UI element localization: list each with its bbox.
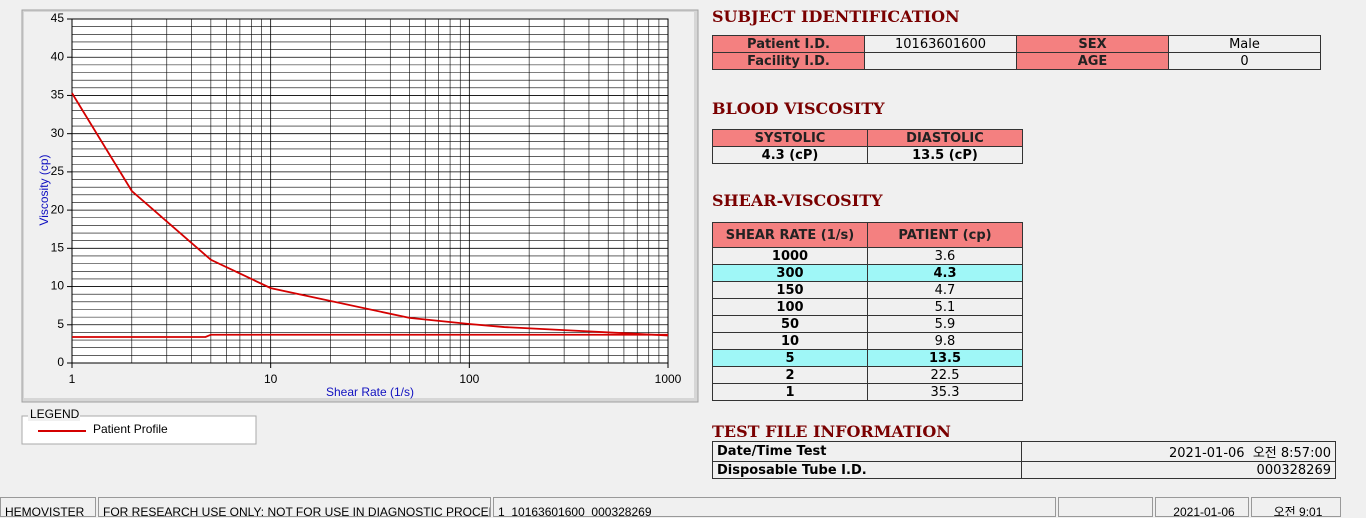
y-tick-label: 45 <box>51 11 65 25</box>
value-cell: 4.3 <box>867 264 1023 282</box>
value-cell: 4.7 <box>867 281 1023 299</box>
chart: LEGEND 0 5 10 15 20 25 30 35 40 45 1 10 100 1000 Shear… <box>21 9 699 445</box>
value-cell: 35.3 <box>867 383 1023 401</box>
rate-cell: 50 <box>712 315 868 333</box>
section-title: SUBJECT IDENTIFICATION <box>712 7 960 26</box>
value: 13.5 (cP) <box>867 146 1023 164</box>
legend-label: Patient Profile <box>93 422 168 436</box>
data-line <box>71 92 669 337</box>
x-tick-label: 10 <box>264 372 278 386</box>
status-cell: 1 10163601600 000328269 <box>493 497 1056 517</box>
table-row: 1000 3.6 <box>712 247 1023 265</box>
subject-table: Patient I.D. 10163601600 SEX Male Facility … <box>712 35 1321 70</box>
table-row: 1 35.3 <box>712 383 1023 401</box>
section-title: TEST FILE INFORMATION <box>712 422 951 441</box>
rate-cell: 1000 <box>712 247 868 265</box>
value: Male <box>1168 35 1321 53</box>
value: 10163601600 <box>864 35 1017 53</box>
rate-cell: 10 <box>712 332 868 350</box>
plot-border <box>71 18 669 364</box>
table-row: 5 13.5 <box>712 349 1023 367</box>
header: SHEAR RATE (1/s) <box>712 222 868 248</box>
plot-area <box>72 19 668 363</box>
y-tick-label: 20 <box>51 202 65 216</box>
table-row: 2 22.5 <box>712 366 1023 384</box>
y-tick-label: 35 <box>51 88 65 102</box>
x-tick-label: 100 <box>459 372 479 386</box>
legend-title: LEGEND <box>30 407 80 421</box>
label: Patient I.D. <box>712 35 865 53</box>
value: 000328269 <box>1021 461 1336 479</box>
legend-title-bg <box>28 409 80 421</box>
value-cell: 9.8 <box>867 332 1023 350</box>
header: PATIENT (cp) <box>867 222 1023 248</box>
label: AGE <box>1016 52 1169 70</box>
y-tick-label: 5 <box>57 317 64 331</box>
test-file-table: Date/Time Test 2021-01-06 오전 8:57:00 Disp… <box>712 441 1336 479</box>
y-tick-label: 25 <box>51 164 65 178</box>
rate-cell: 150 <box>712 281 868 299</box>
status-cell: 2021-01-06 <box>1155 497 1249 517</box>
blood-table: SYSTOLIC DIASTOLIC 4.3 (cP) 13.5 (cP) <box>712 129 1023 164</box>
value-cell: 3.6 <box>867 247 1023 265</box>
value: 2021-01-06 오전 8:57:00 <box>1021 441 1336 462</box>
data-line <box>72 333 668 338</box>
x-axis-label: Shear Rate (1/s) <box>326 385 414 399</box>
table-row: 10 9.8 <box>712 332 1023 350</box>
rate-cell: 2 <box>712 366 868 384</box>
x-tick-label: 1 <box>69 372 76 386</box>
table-row: 100 5.1 <box>712 298 1023 316</box>
header: SYSTOLIC <box>712 129 868 147</box>
table-row: 50 5.9 <box>712 315 1023 333</box>
status-cell: 오전 9:01 <box>1251 497 1341 517</box>
label: SEX <box>1016 35 1169 53</box>
value-cell: 5.1 <box>867 298 1023 316</box>
header: DIASTOLIC <box>867 129 1023 147</box>
rate-cell: 300 <box>712 264 868 282</box>
section-title: BLOOD VISCOSITY <box>712 99 885 118</box>
value-cell: 5.9 <box>867 315 1023 333</box>
value <box>864 52 1017 70</box>
table-row: 150 4.7 <box>712 281 1023 299</box>
value: 0 <box>1168 52 1321 70</box>
value-cell: 22.5 <box>867 366 1023 384</box>
value-cell: 13.5 <box>867 349 1023 367</box>
label: Date/Time Test <box>712 441 1022 462</box>
y-tick-label: 40 <box>51 49 65 63</box>
rate-cell: 100 <box>712 298 868 316</box>
label: Disposable Tube I.D. <box>712 461 1022 479</box>
status-cell <box>1058 497 1153 517</box>
rate-cell: 5 <box>712 349 868 367</box>
table-row: 300 4.3 <box>712 264 1023 282</box>
x-tick-label: 1000 <box>655 372 682 386</box>
y-axis-label: Viscosity (cp) <box>37 154 51 225</box>
y-tick-label: 15 <box>51 241 65 255</box>
label: Facility I.D. <box>712 52 865 70</box>
y-tick-label: 10 <box>51 279 65 293</box>
y-tick-label: 0 <box>57 355 64 369</box>
status-cell: FOR RESEARCH USE ONLY: NOT FOR USE IN DI… <box>98 497 491 517</box>
value: 4.3 (cP) <box>712 146 868 164</box>
y-tick-label: 30 <box>51 126 65 140</box>
shear-table: SHEAR RATE (1/s) PATIENT (cp) 1000 3.6 300 4… <box>712 222 1023 401</box>
status-bar: HEMOVISTER FOR RESEARCH USE ONLY: NOT FO… <box>0 497 1366 518</box>
status-cell: HEMOVISTER <box>0 497 96 517</box>
rate-cell: 1 <box>712 383 868 401</box>
section-title: SHEAR-VISCOSITY <box>712 191 883 210</box>
